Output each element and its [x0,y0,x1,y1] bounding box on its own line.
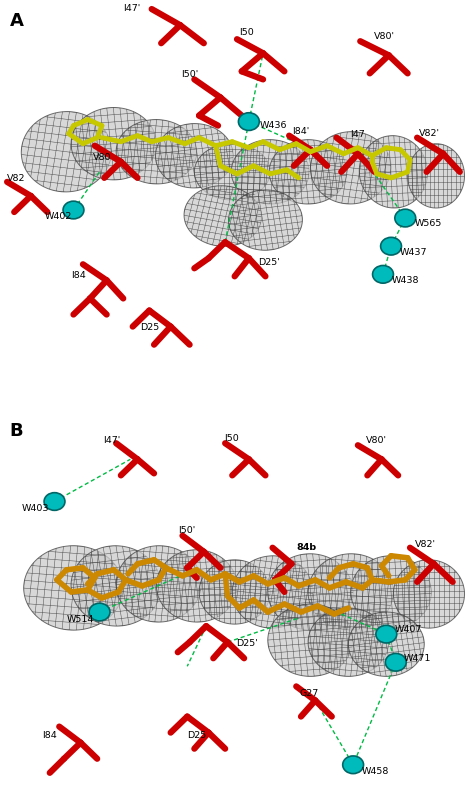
Text: W402: W402 [45,212,73,221]
Text: I50': I50' [181,70,198,79]
Text: G27: G27 [300,688,319,697]
Polygon shape [393,560,465,629]
Text: W565: W565 [415,219,442,228]
Text: I84': I84' [292,127,310,136]
Polygon shape [348,612,424,676]
Polygon shape [232,556,313,629]
Circle shape [373,266,393,284]
Text: D25': D25' [258,257,280,266]
Circle shape [376,625,397,643]
Circle shape [63,202,84,220]
Text: V80: V80 [92,152,111,162]
Text: I50: I50 [224,434,239,443]
Text: I47': I47' [103,436,120,444]
Polygon shape [194,144,270,200]
Polygon shape [408,144,465,208]
Polygon shape [269,140,347,204]
Text: I47: I47 [350,130,365,139]
Polygon shape [359,136,428,208]
Text: W514: W514 [66,615,94,624]
Polygon shape [228,191,302,251]
Text: I50': I50' [179,526,196,534]
Circle shape [89,603,110,621]
Text: W437: W437 [400,247,427,256]
Text: V80': V80' [366,436,387,444]
Text: I84: I84 [71,271,86,280]
Text: W436: W436 [260,121,287,130]
Circle shape [385,654,406,672]
Polygon shape [24,546,123,630]
Polygon shape [155,124,233,189]
Polygon shape [231,140,309,204]
Polygon shape [310,132,391,204]
Polygon shape [156,550,237,622]
Text: W471: W471 [404,653,431,662]
Text: W407: W407 [395,624,422,633]
Circle shape [238,114,259,131]
Circle shape [343,756,364,774]
Text: W438: W438 [392,276,419,285]
Text: I47': I47' [123,4,140,13]
Polygon shape [116,120,197,185]
Text: D25: D25 [140,323,159,332]
Text: V80': V80' [374,32,394,41]
Text: I84: I84 [42,730,57,739]
Text: I50: I50 [239,28,254,36]
Circle shape [395,210,416,228]
Polygon shape [268,554,353,630]
Text: 84b: 84b [296,543,316,551]
Circle shape [381,238,401,255]
Polygon shape [268,604,353,676]
Polygon shape [21,113,111,193]
Polygon shape [71,109,156,181]
Text: V82: V82 [7,174,26,183]
Text: A: A [9,12,23,30]
Circle shape [44,493,65,511]
Polygon shape [116,546,201,622]
Text: D25: D25 [187,730,206,739]
Polygon shape [351,556,431,629]
Polygon shape [184,187,262,247]
Polygon shape [308,554,393,630]
Text: V82': V82' [419,129,439,138]
Polygon shape [308,608,389,676]
Text: B: B [9,422,23,440]
Text: W403: W403 [21,504,49,513]
Text: D25': D25' [236,638,258,647]
Polygon shape [199,560,270,624]
Polygon shape [71,546,161,626]
Text: W458: W458 [361,766,389,775]
Text: V82': V82' [415,539,436,548]
